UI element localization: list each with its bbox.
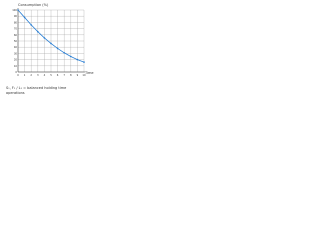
y-tick-label: 60: [14, 33, 18, 37]
data-point: [83, 61, 85, 63]
data-point: [76, 58, 79, 61]
x-tick-label: 2: [30, 73, 32, 77]
x-tick-label: 5: [50, 73, 52, 77]
y-tick-label: 30: [14, 51, 18, 55]
data-point: [23, 16, 26, 19]
x-tick-label: 8: [70, 73, 72, 77]
data-point: [30, 24, 32, 26]
y-tick-label: 40: [14, 45, 18, 49]
x-tick-label: 6: [57, 73, 59, 77]
y-tick-label: 70: [14, 27, 18, 31]
y-tick-label: 20: [14, 58, 18, 62]
caption: operations: [6, 91, 25, 95]
y-tick-label: 100: [12, 8, 17, 12]
caption: S₁, F₁ / L₁ = balanced holding time: [6, 86, 66, 90]
x-tick-label: 9: [77, 73, 79, 77]
y-tick-label: 10: [14, 64, 18, 68]
chart: Consumption (%) Time S₁, F₁ / L₁ = balan…: [6, 3, 94, 95]
data-point: [70, 55, 72, 58]
y-tick-label: 0: [15, 70, 17, 74]
x-tick-label: 10: [82, 73, 86, 77]
x-tick-label: 3: [37, 73, 39, 77]
y-axis-label: Consumption (%): [18, 3, 49, 7]
x-tick-label: 0: [17, 73, 19, 77]
data-point: [50, 42, 52, 45]
data-point: [56, 47, 59, 50]
x-tick-label: 4: [44, 73, 46, 77]
page: Consumption (%) Time S₁, F₁ / L₁ = balan…: [0, 0, 100, 108]
y-tick-label: 50: [14, 39, 18, 43]
x-tick-label: 1: [24, 73, 26, 77]
x-tick-label: 7: [63, 73, 65, 77]
y-tick-label: 80: [14, 20, 18, 24]
data-point: [63, 51, 65, 54]
data-point: [37, 30, 39, 33]
data-point: [43, 37, 46, 39]
y-tick-label: 90: [14, 14, 18, 18]
data-point: [17, 9, 19, 11]
x-axis-label: Time: [84, 71, 94, 75]
